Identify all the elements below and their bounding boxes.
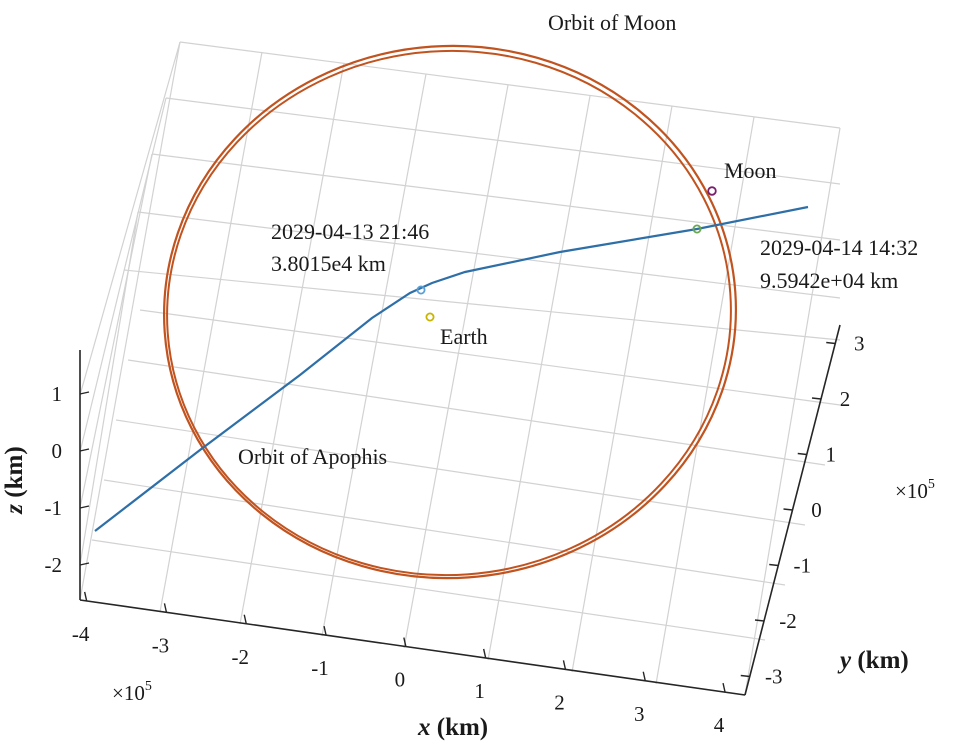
x-tick-label: -3 <box>152 633 170 657</box>
z-tick-mark <box>79 562 90 566</box>
closest-approach-marker <box>416 285 426 295</box>
moon-approach-distance: 9.5942e+04 km <box>760 268 898 293</box>
moon-marker <box>707 186 717 196</box>
z-tick-label: 1 <box>52 382 63 406</box>
x-axis-line <box>79 599 746 696</box>
series-orbit-of-apophis <box>94 205 809 532</box>
y-tick-mark <box>740 674 750 678</box>
z-tick-label: -2 <box>45 553 63 577</box>
x-tick-mark <box>562 660 567 670</box>
z-tick-marks <box>79 391 90 566</box>
z-tick-mark <box>79 391 90 395</box>
x-tick-label: 4 <box>714 713 725 737</box>
x-tick-mark <box>323 625 327 636</box>
x-tick-label: 3 <box>634 702 645 726</box>
moon-orbit-ring-outer <box>162 44 738 580</box>
z-tick-labels: -2 -1 0 1 <box>45 382 63 577</box>
grid-floor <box>79 309 841 696</box>
y-tick-label: 0 <box>811 498 822 522</box>
x-tick-label: -4 <box>72 622 90 646</box>
z-tick-mark <box>79 448 90 452</box>
x-tick-mark <box>482 648 487 659</box>
x-tick-mark <box>83 591 88 602</box>
x-tick-label: -1 <box>311 656 329 680</box>
earth-label: Earth <box>440 324 488 349</box>
x-tick-mark <box>403 637 407 647</box>
y-tick-label: -2 <box>779 609 797 633</box>
orbit-of-moon-label: Orbit of Moon <box>548 10 676 35</box>
y-tick-mark <box>826 341 836 345</box>
moon-approach-date: 2029-04-14 14:32 <box>760 235 918 260</box>
z-tick-mark <box>79 505 90 509</box>
closest-approach-distance: 3.8015e4 km <box>271 251 386 276</box>
z-tick-label: 0 <box>52 439 63 463</box>
y-tick-mark <box>754 619 765 622</box>
x-exponent-label: ×105 <box>112 679 152 705</box>
z-axis-title: z (km) <box>1 446 28 514</box>
y-tick-label: -3 <box>765 665 783 689</box>
series-orbit-of-moon <box>162 44 738 580</box>
y-axis-title: y (km) <box>837 647 909 674</box>
x-tick-mark <box>642 671 646 681</box>
x-tick-mark <box>722 682 726 693</box>
y-tick-labels: -3 -2 -1 0 1 2 3 <box>765 332 865 689</box>
moon-orbit-ring-inner <box>166 49 732 577</box>
y-tick-label: 3 <box>854 332 865 356</box>
y-tick-mark <box>769 563 779 567</box>
moon-approach-marker <box>692 224 702 234</box>
closest-approach-date: 2029-04-13 21:46 <box>271 219 429 244</box>
x-tick-marks <box>83 591 726 693</box>
x-axis-title: x (km) <box>417 714 488 741</box>
y-tick-label: -1 <box>794 554 812 578</box>
x-tick-label: 1 <box>474 679 485 703</box>
x-tick-label: -2 <box>232 645 250 669</box>
y-tick-label: 2 <box>840 387 851 411</box>
x-tick-mark <box>243 614 247 624</box>
y-exponent-label: ×105 <box>895 477 935 503</box>
x-tick-label: 2 <box>554 690 565 714</box>
y-tick-mark <box>811 397 822 400</box>
x-tick-label: 0 <box>395 668 406 692</box>
z-tick-label: -1 <box>45 496 63 520</box>
y-tick-mark <box>783 508 793 511</box>
orbit-of-apophis-label: Orbit of Apophis <box>238 444 387 469</box>
moon-label: Moon <box>724 158 777 183</box>
y-tick-label: 1 <box>826 443 837 467</box>
grid-back-wall <box>79 41 841 696</box>
x-tick-mark <box>163 603 168 613</box>
y-tick-mark <box>797 452 807 456</box>
y-tick-marks <box>740 341 836 678</box>
x-tick-labels: -4 -3 -2 -1 0 1 2 3 4 <box>72 622 725 737</box>
earth-marker <box>425 312 435 322</box>
